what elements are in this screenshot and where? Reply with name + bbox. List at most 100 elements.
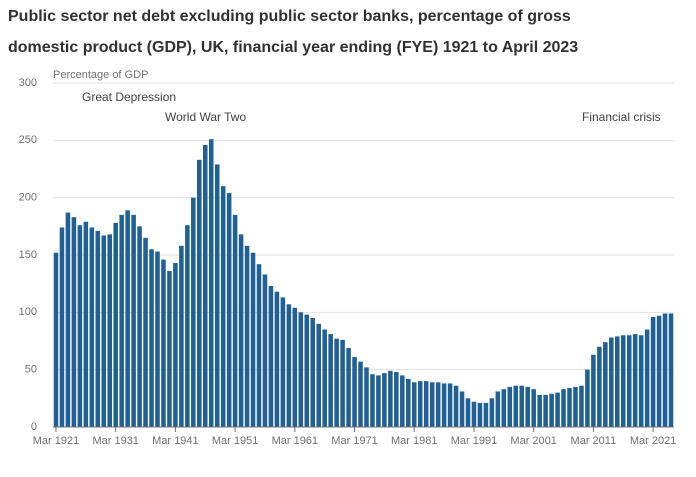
bar [83,221,89,427]
bar [274,291,280,427]
bar [632,334,638,427]
bar [232,214,238,427]
bar [65,212,71,427]
bar [513,385,519,427]
bar [656,315,662,427]
bar [107,234,112,427]
bar [411,382,417,427]
bar [531,389,536,427]
bar [131,214,136,427]
bar [525,386,530,427]
bar [394,371,399,427]
bar [316,323,321,427]
y-tick-label: 300 [19,77,37,89]
bar [304,314,310,427]
bar [167,271,172,427]
bar [226,193,232,427]
chart-title: domestic product (GDP), UK, financial ye… [8,39,578,56]
bar [406,378,411,427]
bar [89,227,95,427]
bar [346,347,351,427]
y-tick-label: 200 [19,192,37,204]
bar [280,297,286,427]
bar [549,393,554,427]
x-tick-label: Mar 2021 [630,435,676,447]
bar [603,342,608,427]
bar [638,335,644,427]
bar [376,375,381,427]
bar [370,374,375,427]
bar [149,249,154,427]
bar [507,386,513,427]
bar [214,164,220,427]
bar [429,382,435,427]
bar [543,394,548,427]
bar [465,398,471,427]
bar [471,401,477,427]
bar [441,383,447,427]
bar [620,335,626,427]
bar [262,274,268,427]
bar [202,144,208,428]
bar [113,222,118,427]
bar [388,370,393,427]
bar [95,230,101,427]
bar [435,382,441,427]
bar [191,197,196,427]
bar [185,225,190,427]
y-tick-label: 150 [19,249,37,261]
bar [650,316,656,427]
bar [310,318,316,427]
bar [459,391,465,427]
bar [143,237,148,427]
bar [125,210,130,427]
bar [161,259,166,427]
annotation: Great Depression [82,90,176,104]
annotation: World War Two [165,110,246,124]
bar [453,385,459,427]
bar [328,334,333,427]
y-tick-label: 100 [19,306,37,318]
bar [567,388,572,427]
bar [537,394,542,427]
bar [101,235,107,427]
bar [197,159,202,427]
bar [298,312,304,427]
bar [238,234,244,427]
bar [519,385,525,427]
bar [417,381,423,427]
x-tick-label: Mar 2011 [571,435,617,447]
annotation: Financial crisis [582,110,661,124]
bar [250,252,256,427]
bar [220,186,226,427]
bar [501,389,507,427]
bar [591,354,596,427]
bar [256,264,262,427]
bar [579,385,584,427]
bar [155,251,160,427]
bar [334,338,339,427]
bar [268,285,274,427]
bar [358,361,363,427]
bar [173,263,178,427]
bar [59,227,65,427]
bar [573,386,578,427]
bar [662,313,668,427]
x-tick-label: Mar 1971 [331,435,377,447]
bar [597,346,602,427]
bar [208,139,214,428]
bar [352,357,357,427]
bar [495,391,501,427]
bar [77,225,83,427]
bar [71,217,77,427]
bar [400,375,405,427]
bar [382,373,387,427]
y-axis-label: Percentage of GDP [53,69,148,81]
bar [179,245,184,427]
y-tick-label: 250 [19,134,37,146]
bar [555,392,560,427]
y-tick-label: 50 [25,364,37,376]
x-tick-label: Mar 1951 [212,435,258,447]
x-tick-label: Mar 1931 [92,435,138,447]
